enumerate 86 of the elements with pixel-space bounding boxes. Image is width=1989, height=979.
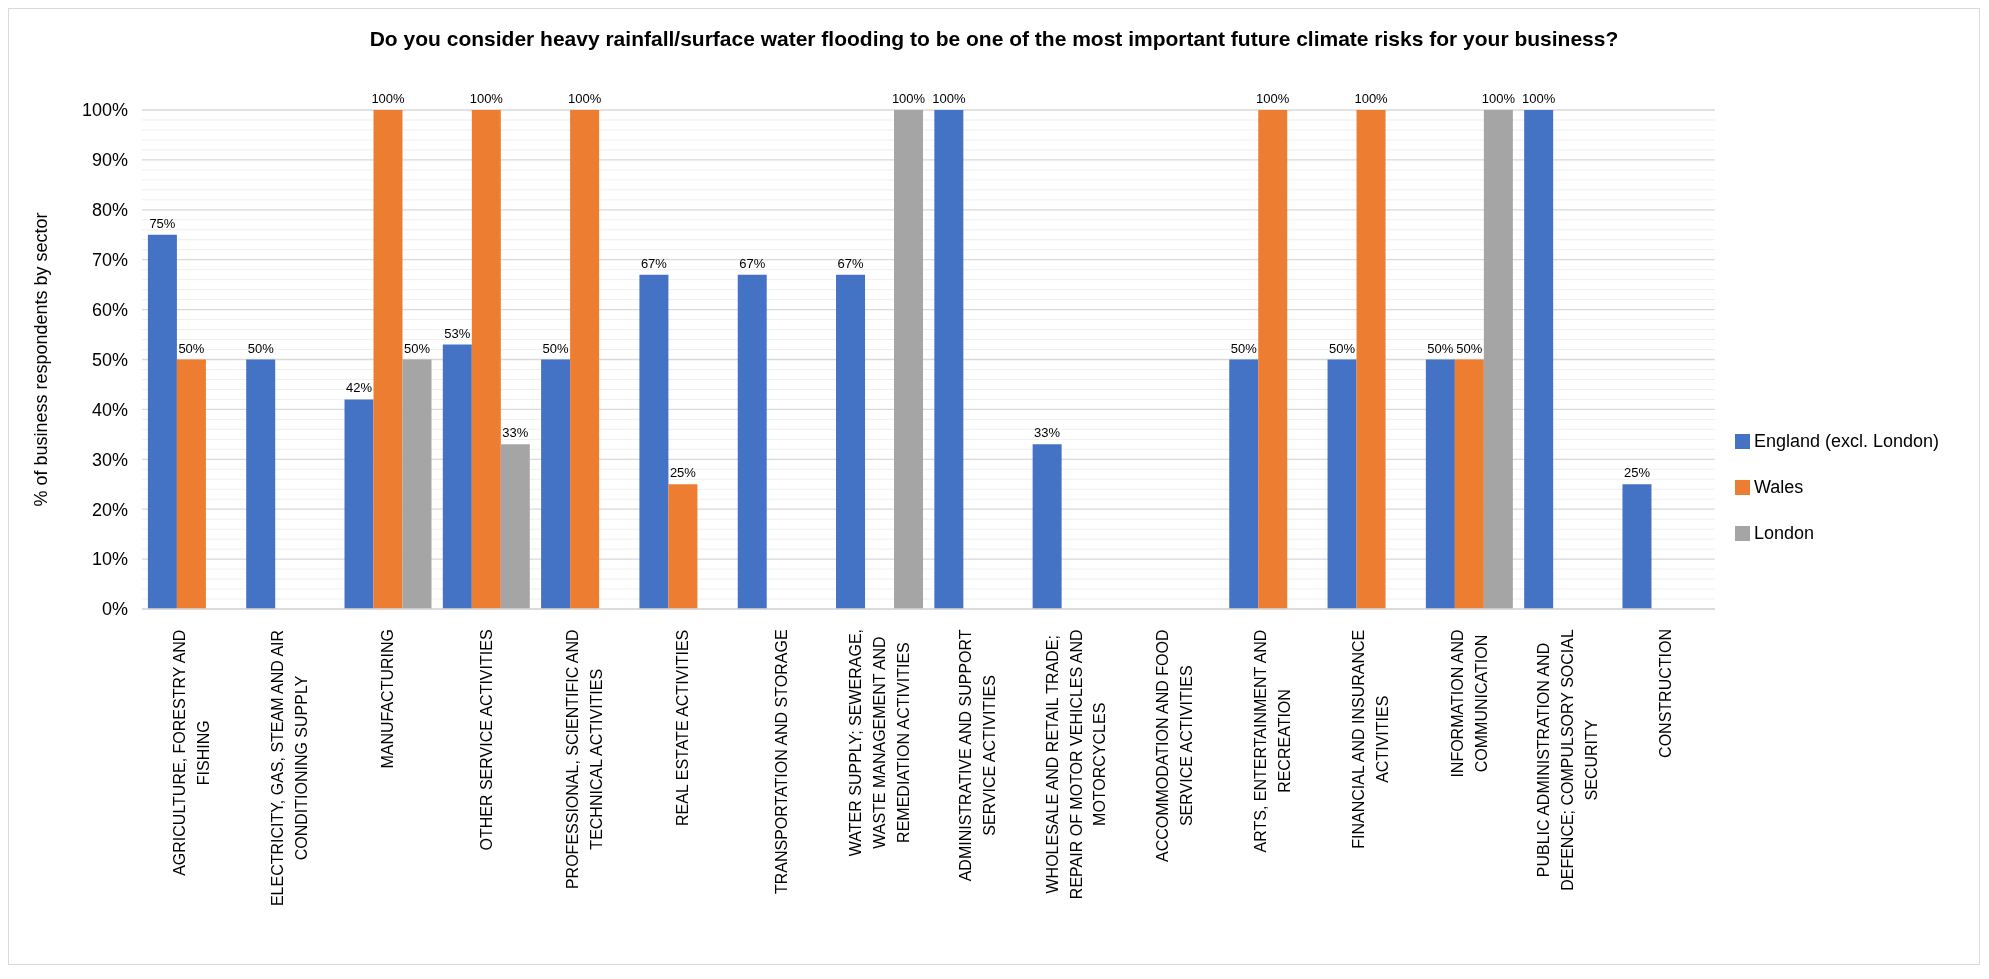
- bar: [1622, 484, 1652, 609]
- bar: [246, 359, 276, 609]
- data-label: 53%: [444, 325, 471, 341]
- data-label: 67%: [837, 255, 864, 271]
- data-label: 33%: [502, 425, 529, 441]
- data-label: 67%: [640, 255, 668, 271]
- x-tick-label: ACCOMMODATION AND FOOD SERVICE ACTIVITIES: [1153, 629, 1195, 863]
- data-label: 100%: [1522, 91, 1556, 106]
- x-tick-label: FINANCIAL AND INSURANCE ACTIVITIES: [1350, 629, 1392, 849]
- bar: [639, 274, 669, 609]
- bar: [1524, 110, 1554, 609]
- bar: [442, 344, 472, 609]
- y-tick-label: 90%: [91, 150, 128, 171]
- x-tick-label: ELECTRICITY, GAS, STEAM AND AIR CONDITIONING SUPPLY: [269, 629, 311, 907]
- data-label: 100%: [932, 91, 966, 106]
- x-tick-label: CONSTRUCTION: [1657, 629, 1675, 758]
- bar: [1483, 110, 1513, 609]
- bar: [176, 359, 206, 609]
- bar: [373, 110, 403, 609]
- legend-label: London: [1753, 522, 1814, 543]
- bar: [1454, 359, 1484, 609]
- x-tick-label: REAL ESTATE ACTIVITIES: [674, 629, 692, 826]
- y-tick-label: 50%: [91, 349, 128, 370]
- bar: [147, 234, 177, 609]
- bar: [737, 274, 767, 609]
- bar: [1032, 444, 1062, 609]
- bar: [836, 274, 866, 609]
- bar: [1356, 110, 1386, 609]
- x-tick-label: AGRICULTURE, FORESTRY AND FISHING: [170, 629, 212, 876]
- data-label: 50%: [178, 340, 205, 356]
- data-label: 25%: [1623, 465, 1651, 481]
- y-tick-label: 20%: [91, 499, 128, 520]
- data-label: 33%: [1034, 425, 1061, 441]
- x-tick-label: ARTS, ENTERTAINMENT AND RECREATION: [1252, 629, 1294, 853]
- chart-title: Do you consider heavy rainfall/surface water flooding to be one of the most important future climate risks for your business?: [368, 27, 1620, 51]
- data-label: 100%: [567, 91, 602, 106]
- x-tick-label: WHOLESALE AND RETAIL TRADE; REPAIR OF MOTOR VEHICLES AND MOTORCYCLES: [1043, 629, 1109, 900]
- data-label: 50%: [247, 340, 275, 356]
- bar: [1327, 359, 1357, 609]
- bar: [1229, 359, 1259, 609]
- data-label: 50%: [1427, 340, 1454, 356]
- data-label: 50%: [1230, 340, 1258, 356]
- y-tick-label: 60%: [91, 299, 128, 320]
- bar: [934, 110, 964, 609]
- bar: [894, 110, 924, 609]
- y-tick-label: 40%: [91, 399, 128, 420]
- bar: [500, 444, 530, 609]
- y-tick-label: 100%: [81, 100, 128, 121]
- data-label: 67%: [739, 255, 766, 271]
- bar: [541, 359, 571, 609]
- data-label: 50%: [542, 340, 570, 356]
- data-label: 50%: [1456, 340, 1483, 356]
- bar: [344, 399, 374, 609]
- data-label: 50%: [403, 340, 431, 356]
- data-label: 100%: [1354, 91, 1389, 106]
- data-label: 25%: [669, 465, 697, 481]
- data-label: 100%: [891, 91, 926, 106]
- data-label: 100%: [371, 91, 406, 106]
- data-label: 100%: [469, 91, 504, 106]
- x-tick-label: MANUFACTURING: [379, 629, 397, 769]
- bar: [668, 484, 698, 609]
- data-label: 50%: [1329, 340, 1356, 356]
- bar: [471, 110, 501, 609]
- data-label: 42%: [345, 380, 373, 396]
- bar: [570, 110, 600, 609]
- x-tick-label: WATER SUPPLY; SEWERAGE, WASTE MANAGEMENT AND REMEDIATION ACTIVITIES: [846, 629, 912, 857]
- x-tick-label: PROFESSIONAL, SCIENTIFIC AND TECHNICAL ACTIVITIES: [563, 629, 605, 890]
- legend-label: England (excl. London): [1753, 430, 1939, 451]
- bar: [1258, 110, 1288, 609]
- data-label: 75%: [149, 215, 176, 231]
- legend-label: Wales: [1753, 476, 1804, 497]
- x-tick-label: INFORMATION AND COMMUNICATION: [1448, 629, 1490, 778]
- y-tick-label: 10%: [91, 549, 128, 570]
- data-label: 100%: [1256, 91, 1290, 106]
- bar: [402, 359, 432, 609]
- bar: [1425, 359, 1455, 609]
- y-tick-label: 70%: [91, 250, 128, 271]
- y-tick-label: 0%: [101, 599, 128, 620]
- y-axis-title: % of business respondents by sector: [31, 212, 52, 507]
- x-tick-label: TRANSPORTATION AND STORAGE: [772, 629, 790, 895]
- x-tick-label: PUBLIC ADMINISTRATION AND DEFENCE; COMPULSORY SOCIAL SECURITY: [1535, 629, 1601, 891]
- data-label: 100%: [1481, 91, 1516, 106]
- x-tick-label: ADMINISTRATIVE AND SUPPORT SERVICE ACTIVITIES: [957, 629, 999, 882]
- y-tick-label: 80%: [91, 200, 128, 221]
- y-tick-label: 30%: [91, 449, 128, 470]
- x-tick-label: OTHER SERVICE ACTIVITIES: [477, 629, 495, 851]
